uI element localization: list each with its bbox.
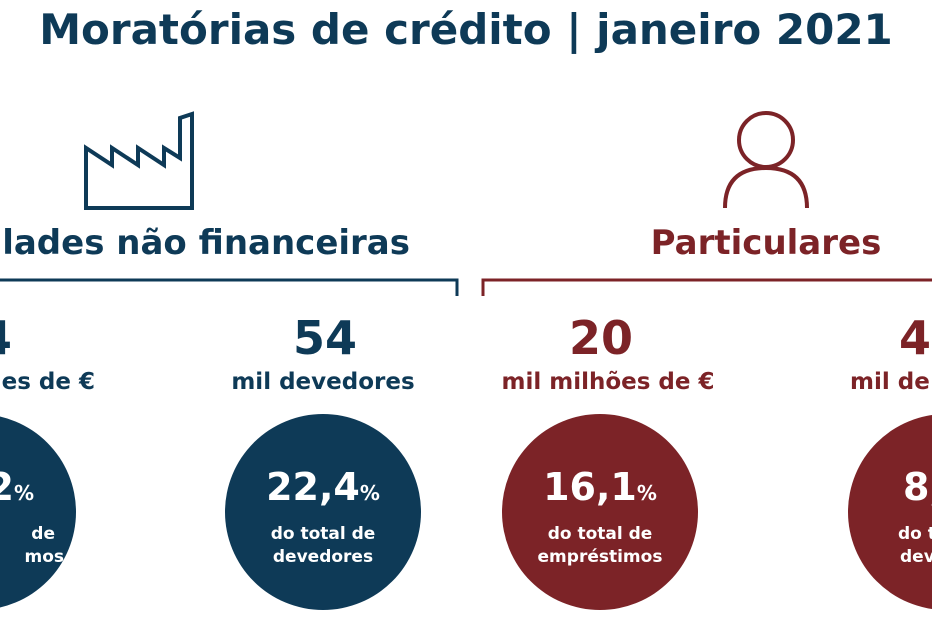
circle-text: do total de (271, 524, 376, 544)
section-title: Particulares (651, 223, 882, 263)
unit: % (14, 481, 34, 505)
percent: 2 (0, 465, 14, 509)
bracket (481, 278, 932, 296)
circle-text: empréstimos (538, 547, 663, 567)
bracket (0, 278, 459, 296)
circle-text: do to (898, 524, 932, 544)
circle (225, 414, 421, 610)
stat-value: 4 (0, 311, 12, 365)
percent: 16,1 (543, 465, 637, 509)
circle (848, 415, 932, 609)
circle-value: 22,4% (266, 465, 380, 509)
circle-value: 8, (903, 465, 932, 509)
stat-label: mil milhões de € (501, 369, 714, 395)
unit: % (637, 481, 657, 505)
unit: % (360, 481, 380, 505)
title: Moratórias de crédito | janeiro 2021 (39, 5, 893, 54)
circle-value: 2% (0, 465, 34, 509)
circle-text: dev (900, 547, 932, 567)
stat-value: 54 (293, 311, 357, 365)
section-title: lades não financeiras (2, 223, 410, 263)
circle-value: 16,1% (543, 465, 657, 509)
percent: 22,4 (266, 465, 360, 509)
person-icon (723, 111, 809, 209)
stat-label: mil de (850, 369, 930, 395)
circle-text: mos (24, 547, 64, 567)
stat-label: es de € (2, 369, 95, 395)
circle (502, 414, 698, 610)
factory-icon (84, 111, 194, 210)
stat-value: 20 (569, 311, 633, 365)
circle-text: do total de (548, 524, 653, 544)
circle (0, 416, 76, 608)
stat-value: 4 (899, 311, 931, 365)
stat-label: mil devedores (231, 369, 414, 395)
circle-text: de (31, 524, 55, 544)
circle-text: devedores (273, 547, 373, 567)
